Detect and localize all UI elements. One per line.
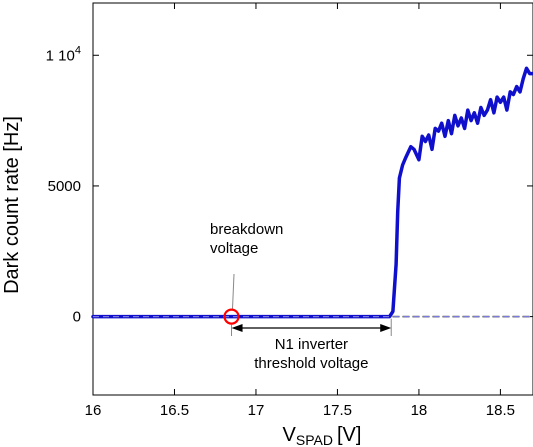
breakdown-label-line2: voltage	[210, 240, 258, 257]
series-layer	[91, 66, 533, 319]
breakdown-leader-line	[232, 273, 235, 309]
series-line-0	[91, 66, 533, 319]
plot-frame	[92, 2, 533, 396]
x-tick-label-0: 16	[85, 402, 102, 419]
x-axis-label-main: V	[283, 424, 297, 446]
y-tick-label-0: 0	[73, 309, 81, 326]
x-axis-label: VSPAD [V]	[283, 424, 362, 447]
y-tick-label-1: 5000	[48, 178, 81, 195]
x-tick-label-5: 18.5	[486, 402, 515, 419]
x-tick-label-3: 17.5	[323, 402, 352, 419]
x-tick-label-1: 16.5	[160, 402, 189, 419]
x-tick-label-4: 18	[411, 402, 428, 419]
y-tick-label-main-1: 5000	[48, 178, 81, 195]
y-tick-label-2: 1 104	[46, 44, 81, 64]
threshold-label-line2: threshold voltage	[254, 355, 368, 372]
y-tick-label-sup-2: 4	[75, 44, 81, 56]
breakdown-label-line1: breakdown	[210, 221, 283, 238]
y-tick-label-main-2: 1 10	[46, 47, 75, 64]
threshold-arrow-left-head	[231, 324, 243, 332]
ticks-layer: 16 16.5 17 17.5 18 18.5 0 5000 1 104	[46, 3, 533, 419]
y-tick-label-main-0: 0	[73, 309, 81, 326]
breakdown-marker	[223, 308, 240, 325]
threshold-label-line1: N1 inverter	[275, 336, 348, 353]
x-tick-label-2: 17	[248, 402, 265, 419]
x-axis-label-sub: SPAD	[296, 432, 333, 447]
x-axis-label-unit: [V]	[337, 424, 361, 446]
threshold-arrow-right-head	[380, 324, 392, 332]
y-axis-label: Dark count rate [Hz]	[1, 116, 23, 294]
annotation-layer: breakdown voltage N1 inverter threshold vol…	[210, 221, 392, 372]
